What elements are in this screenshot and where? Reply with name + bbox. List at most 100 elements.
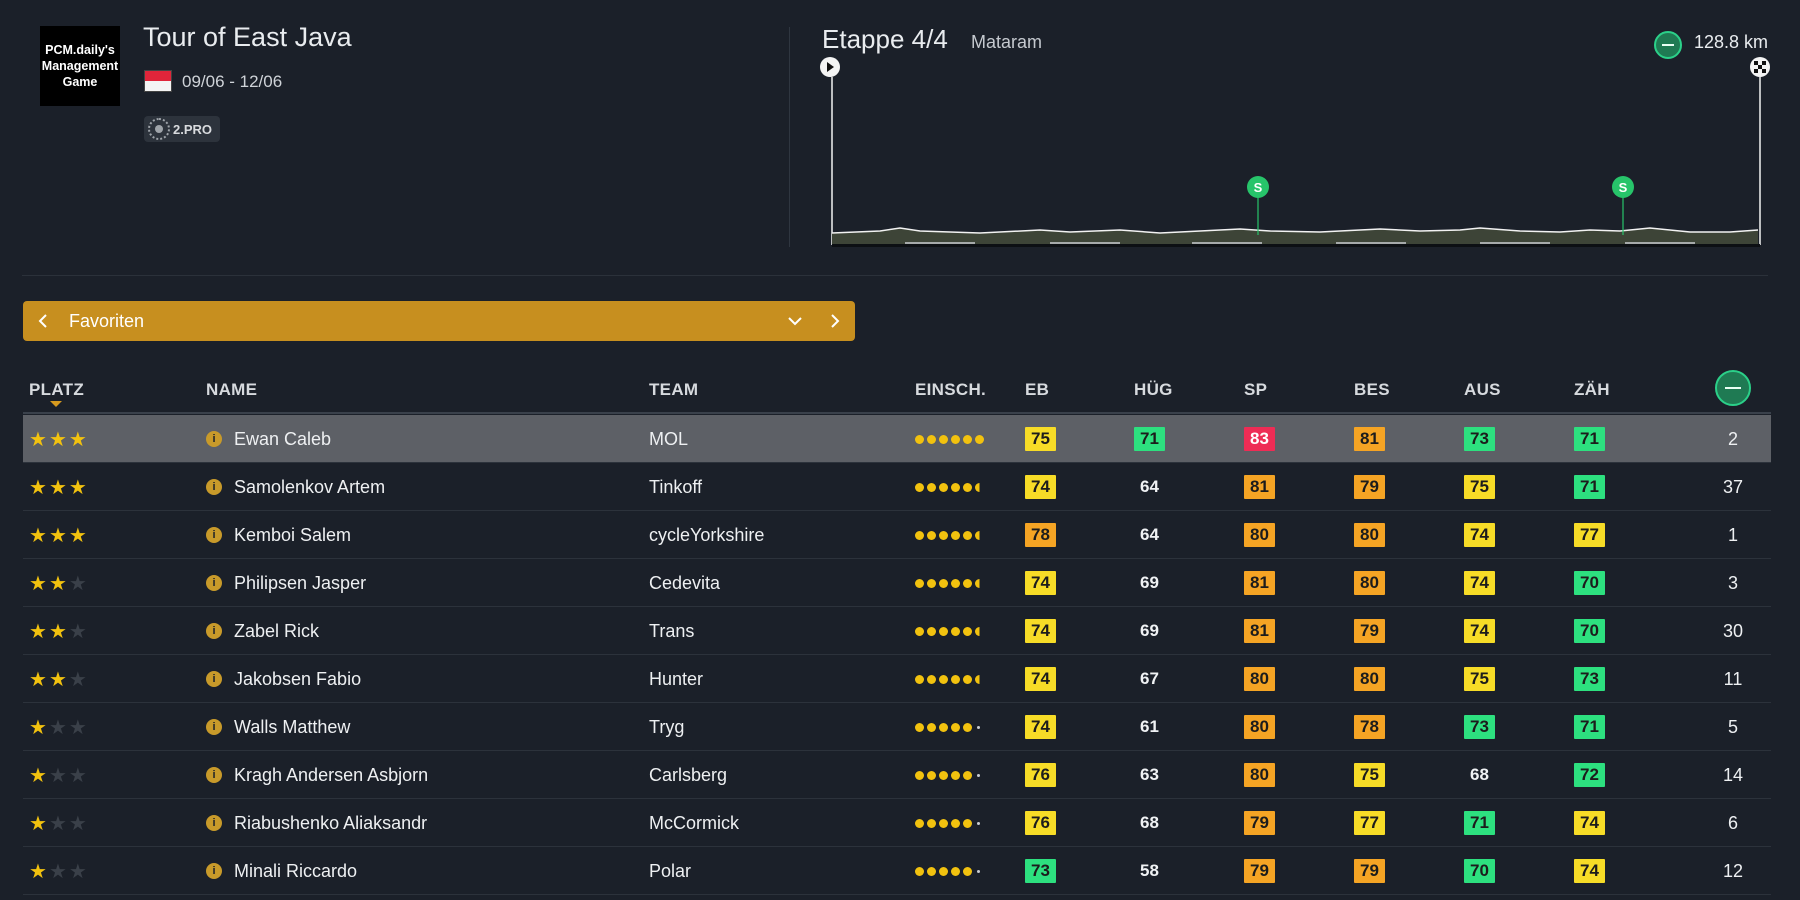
rider-info-button[interactable]: i — [206, 751, 222, 799]
rider-name[interactable]: Ewan Caleb — [234, 428, 332, 449]
column-header-name[interactable]: NAME — [206, 380, 258, 399]
rider-info-button[interactable]: i — [206, 655, 222, 703]
stat-value: 80 — [1354, 571, 1385, 595]
column-header-hug[interactable]: HÜG — [1134, 380, 1173, 399]
table-row[interactable]: ★ ★ ★ i Samolenkov Artem Tinkoff 74 64 81 79 75 71 3… — [23, 463, 1771, 511]
star-icon: ★ — [29, 524, 47, 547]
info-icon: i — [206, 479, 222, 495]
info-icon: i — [206, 863, 222, 879]
finish-flag-icon — [1750, 57, 1770, 77]
stat-value: 79 — [1354, 619, 1385, 643]
rider-name[interactable]: Minali Riccardo — [234, 860, 358, 881]
table-row[interactable]: ★ ★ ★ i Jakobsen Fabio Hunter 74 67 80 80 75 73 11 — [23, 655, 1771, 703]
column-header-eb[interactable]: EB — [1025, 380, 1050, 399]
stat-zah: 71 — [1574, 703, 1605, 751]
rider-team[interactable]: Tryg — [649, 716, 685, 737]
rating-dot — [927, 578, 936, 588]
rating-dot — [927, 674, 936, 684]
stat-bes: 77 — [1354, 799, 1385, 847]
stat-value: 63 — [1140, 765, 1159, 784]
rating-dot — [951, 866, 960, 876]
stat-aus: 74 — [1464, 559, 1495, 607]
rider-name[interactable]: Jakobsen Fabio — [234, 668, 362, 689]
rider-info-button[interactable]: i — [206, 511, 222, 559]
rider-team[interactable]: Cedevita — [649, 572, 721, 593]
table-row[interactable]: ★ ★ ★ i Zabel Rick Trans 74 69 81 79 74 70 30 — [23, 607, 1771, 655]
rating-dot-half — [975, 626, 984, 636]
stat-value: 73 — [1574, 667, 1605, 691]
favorite-stars: ★ ★ ★ — [29, 847, 87, 895]
rating-dot-empty — [977, 725, 980, 729]
rating-dot — [963, 818, 972, 828]
rider-info-button[interactable]: i — [206, 607, 222, 655]
rider-info-button[interactable]: i — [206, 463, 222, 511]
rider-name[interactable]: Philipsen Jasper — [234, 572, 367, 593]
rating-dot — [939, 722, 948, 732]
rider-team[interactable]: Carlsberg — [649, 764, 728, 785]
stat-sp: 83 — [1244, 415, 1275, 463]
stat-hug: 69 — [1134, 607, 1165, 655]
stat-eb: 74 — [1025, 463, 1056, 511]
column-header-team[interactable]: TEAM — [649, 380, 699, 399]
rating-dot — [927, 482, 936, 492]
rider-name[interactable]: Kragh Andersen Asbjorn — [234, 764, 429, 785]
stat-sp: 81 — [1244, 559, 1275, 607]
star-icon: ★ — [29, 476, 47, 499]
previous-list-button[interactable] — [23, 301, 63, 341]
rider-team[interactable]: Trans — [649, 620, 695, 641]
column-header-sp[interactable]: SP — [1244, 380, 1268, 399]
rider-info-button[interactable]: i — [206, 559, 222, 607]
rider-name[interactable]: Samolenkov Artem — [234, 476, 386, 497]
chevron-down-icon — [788, 317, 802, 326]
rider-team[interactable]: McCormick — [649, 812, 739, 833]
rider-info-button[interactable]: i — [206, 703, 222, 751]
stat-bes: 79 — [1354, 463, 1385, 511]
stage-type-column-icon[interactable] — [1715, 370, 1751, 406]
stat-aus: 70 — [1464, 847, 1495, 895]
rider-name[interactable]: Zabel Rick — [234, 620, 320, 641]
next-list-button[interactable] — [815, 301, 855, 341]
stat-value: 79 — [1244, 859, 1275, 883]
info-icon: i — [206, 575, 222, 591]
list-dropdown-toggle[interactable] — [775, 301, 815, 341]
rider-team[interactable]: Hunter — [649, 668, 704, 689]
stat-value: 74 — [1574, 859, 1605, 883]
table-row[interactable]: ★ ★ ★ i Minali Riccardo Polar 73 58 79 79 70 74 12 — [23, 847, 1771, 895]
stat-zah: 70 — [1574, 559, 1605, 607]
column-header-platz[interactable]: PLATZ — [29, 380, 85, 399]
list-selector[interactable]: Favoriten — [23, 301, 855, 341]
stat-value: 77 — [1574, 523, 1605, 547]
rating-dot — [963, 770, 972, 780]
rating-dot — [963, 578, 972, 588]
rider-rating-dots — [915, 415, 984, 463]
rider-name[interactable]: Riabushenko Aliaksandr — [234, 812, 428, 833]
table-row[interactable]: ★ ★ ★ i Walls Matthew Tryg 74 61 80 78 73 71 5 — [23, 703, 1771, 751]
column-header-aus[interactable]: AUS — [1464, 380, 1501, 399]
rider-info-button[interactable]: i — [206, 847, 222, 895]
rider-team[interactable]: MOL — [649, 428, 689, 449]
stat-bes: 80 — [1354, 511, 1385, 559]
table-row[interactable]: ★ ★ ★ i Riabushenko Aliaksandr McCormick 76 68 7… — [23, 799, 1771, 847]
column-header-bes[interactable]: BES — [1354, 380, 1390, 399]
rider-team[interactable]: Polar — [649, 860, 692, 881]
rider-name[interactable]: Kemboi Salem — [234, 524, 352, 545]
table-row[interactable]: ★ ★ ★ i Kragh Andersen Asbjorn Carlsberg 76 63 8… — [23, 751, 1771, 799]
table-row[interactable]: ★ ★ ★ i Philipsen Jasper Cedevita 74 69 81 80 74 70… — [23, 559, 1771, 607]
table-row[interactable]: ★ ★ ★ i Ewan Caleb MOL 75 71 83 81 73 71 2 — [23, 415, 1771, 463]
stat-hug: 64 — [1134, 463, 1165, 511]
rider-name[interactable]: Walls Matthew — [234, 716, 351, 737]
rider-info-button[interactable]: i — [206, 415, 222, 463]
table-row[interactable]: ★ ★ ★ i Kemboi Salem cycleYorkshire 78 64 80 80 74… — [23, 511, 1771, 559]
column-header-zah[interactable]: ZÄH — [1574, 380, 1610, 399]
chevron-right-icon — [831, 314, 840, 328]
rating-dot — [927, 626, 936, 636]
column-header-einsch[interactable]: EINSCH. — [915, 380, 987, 399]
stat-bes: 78 — [1354, 703, 1385, 751]
rider-team[interactable]: cycleYorkshire — [649, 524, 765, 545]
rider-info-button[interactable]: i — [206, 799, 222, 847]
star-icon: ★ — [68, 572, 87, 595]
stat-bes: 75 — [1354, 751, 1385, 799]
rating-dot — [915, 866, 924, 876]
stat-value: 68 — [1470, 765, 1489, 784]
rider-team[interactable]: Tinkoff — [649, 476, 703, 497]
